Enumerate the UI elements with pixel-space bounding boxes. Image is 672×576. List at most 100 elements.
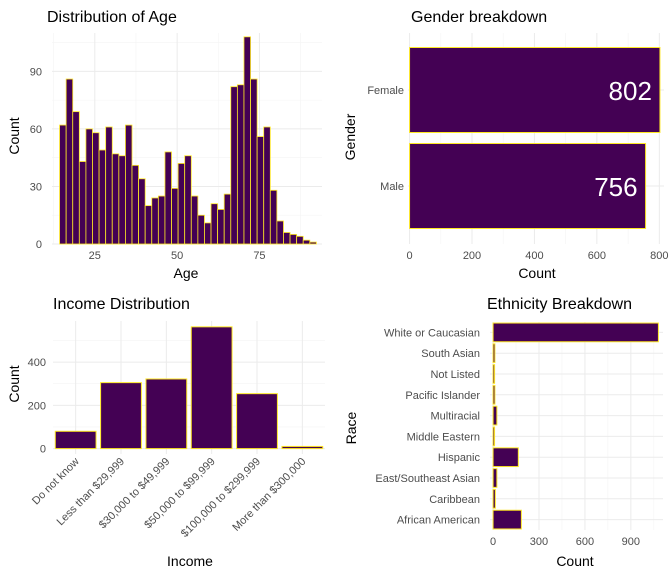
- ethnicity-bar: [492, 384, 496, 405]
- ethnicity-y-tick-label: Hispanic: [438, 452, 481, 464]
- income-bar: [281, 445, 324, 450]
- ethnicity-bar: [492, 364, 496, 384]
- ethnicity-bar: [492, 426, 496, 447]
- ethnicity-y-tick-label: Pacific Islander: [405, 390, 480, 402]
- ethnicity-bar: [492, 343, 496, 364]
- ethnicity-bar: [492, 405, 498, 426]
- age-bar: [223, 193, 232, 245]
- age-bar: [151, 197, 159, 245]
- ethnicity-bar: [492, 468, 498, 488]
- age-bar: [157, 195, 166, 245]
- age-bar: [283, 232, 291, 245]
- age-bar: [309, 241, 317, 245]
- ethnicity-bar: [492, 488, 496, 509]
- age-bars: [59, 36, 317, 245]
- age-y-ticks: 0 30 60 90: [30, 66, 42, 251]
- age-bar: [204, 222, 212, 245]
- gender-data-labels: 756 802: [594, 76, 652, 202]
- age-chart-title: Distribution of Age: [47, 9, 177, 26]
- age-bar: [289, 234, 298, 245]
- income-bar: [190, 326, 233, 450]
- age-bar: [164, 151, 172, 245]
- age-bar: [217, 209, 225, 245]
- ethnicity-panel: Ethnicity Breakdown 0 300 600 900 African A…: [343, 296, 663, 569]
- income-bar: [54, 430, 97, 450]
- age-bar: [118, 155, 126, 245]
- gender-bar-female: [409, 47, 661, 133]
- ethnicity-chart-title: Ethnicity Breakdown: [487, 296, 632, 313]
- ethnicity-y-ticks: African American Caribbean East/Southeast …: [375, 327, 480, 526]
- income-y-tick-label: 400: [28, 357, 46, 369]
- ethnicity-y-tick-label: Multiracial: [430, 411, 480, 423]
- age-y-tick-label: 60: [30, 124, 42, 136]
- ethnicity-y-tick-label: African American: [397, 515, 480, 527]
- gender-data-label: 802: [609, 76, 652, 106]
- ethnicity-y-tick-label: Middle Eastern: [407, 431, 480, 443]
- ethnicity-bar: [492, 322, 659, 343]
- income-y-tick-label: 200: [28, 400, 46, 412]
- age-bar: [230, 86, 238, 245]
- ethnicity-gridlines: [490, 322, 663, 530]
- age-bar: [85, 128, 93, 245]
- age-bar: [105, 126, 113, 245]
- gender-y-tick-label: Female: [367, 85, 404, 97]
- gender-x-tick-label: 0: [406, 250, 412, 262]
- age-bar: [138, 178, 146, 245]
- income-bars: [54, 326, 324, 450]
- age-histogram-panel: Distribution of Age 25 50 75 0 30 60 90 Age C…: [6, 9, 322, 281]
- age-y-tick-label: 30: [30, 181, 42, 193]
- age-bar: [302, 239, 311, 245]
- gender-x-ticks: 0 200 400 600 800: [406, 250, 668, 262]
- age-bar: [263, 126, 271, 245]
- income-y-axis-title: Count: [6, 365, 22, 402]
- gender-x-tick-label: 200: [463, 250, 481, 262]
- ethnicity-x-tick-label: 600: [576, 536, 594, 548]
- age-bar: [184, 155, 192, 245]
- age-x-tick-label: 75: [253, 250, 265, 262]
- gender-y-ticks: Male Female: [367, 85, 404, 193]
- income-bar: [236, 393, 278, 450]
- age-y-tick-label: 0: [36, 239, 42, 251]
- income-x-tick-label: $100,000 to $299,999: [179, 456, 263, 540]
- age-bar: [296, 235, 304, 245]
- age-bar: [98, 149, 107, 245]
- age-x-ticks: 25 50 75: [89, 250, 266, 262]
- income-y-ticks: 0 200 400: [28, 357, 46, 456]
- ethnicity-bar: [492, 509, 522, 530]
- age-bar: [276, 220, 284, 245]
- ethnicity-y-tick-label: East/Southeast Asian: [375, 473, 480, 485]
- ethnicity-y-tick-label: South Asian: [421, 348, 480, 360]
- gender-bar-male: [409, 143, 647, 229]
- ethnicity-x-tick-label: 0: [490, 536, 496, 548]
- age-bar: [125, 124, 133, 245]
- age-bar: [243, 36, 251, 245]
- age-bar: [144, 205, 153, 245]
- age-bar: [269, 189, 278, 245]
- ethnicity-bar: [492, 447, 519, 468]
- gender-panel: Gender breakdown 756 802 0 200 400 600 800 Ma…: [342, 9, 668, 281]
- ethnicity-bars: [492, 322, 659, 530]
- age-bar: [111, 153, 120, 245]
- ethnicity-x-ticks: 0 300 600 900: [490, 536, 640, 548]
- gender-x-axis-title: Count: [518, 265, 555, 281]
- gender-y-axis-title: Gender: [342, 113, 358, 160]
- age-bar: [250, 78, 258, 245]
- gender-x-tick-label: 800: [650, 250, 668, 262]
- ethnicity-x-tick-label: 900: [622, 536, 640, 548]
- age-bar: [190, 195, 199, 245]
- age-bar: [131, 164, 139, 245]
- gender-data-label: 756: [594, 172, 637, 202]
- ethnicity-y-tick-label: Not Listed: [430, 369, 480, 381]
- ethnicity-y-tick-label: Caribbean: [429, 494, 480, 506]
- income-bar: [145, 378, 188, 450]
- ethnicity-y-axis-title: Race: [343, 411, 359, 444]
- age-y-axis-title: Count: [6, 117, 22, 154]
- gender-x-tick-label: 600: [588, 250, 606, 262]
- age-bar: [65, 78, 74, 245]
- ethnicity-x-axis-title: Count: [556, 553, 593, 569]
- gender-x-tick-label: 400: [525, 250, 543, 262]
- age-y-tick-label: 90: [30, 66, 42, 78]
